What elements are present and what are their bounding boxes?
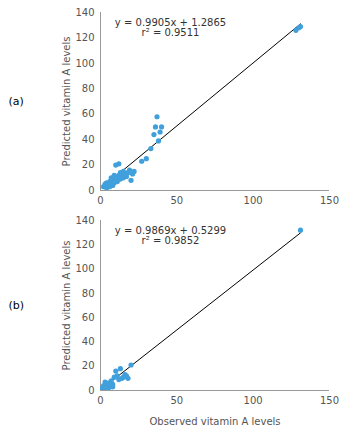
svg-text:(a): (a) [9,95,24,108]
svg-text:140: 140 [75,215,94,226]
svg-text:Predicted vitamin A levels: Predicted vitamin A levels [61,241,72,371]
svg-text:50: 50 [170,195,183,206]
svg-text:50: 50 [170,395,183,406]
svg-text:20: 20 [82,360,95,371]
svg-text:Predicted vitamin A levels: Predicted vitamin A levels [61,37,72,167]
svg-text:40: 40 [82,336,95,347]
svg-text:y = 0.9869x + 0.5299r² = 0.985: y = 0.9869x + 0.5299r² = 0.9852 [115,225,226,246]
svg-text:80: 80 [82,288,95,299]
svg-text:150: 150 [320,395,339,406]
svg-text:100: 100 [75,263,94,274]
svg-text:y = 0.9905x + 1.2865r² = 0.951: y = 0.9905x + 1.2865r² = 0.9511 [115,17,226,38]
svg-text:60: 60 [82,312,95,323]
svg-text:0: 0 [88,385,94,396]
svg-text:80: 80 [82,83,95,94]
svg-text:100: 100 [244,395,263,406]
svg-text:40: 40 [82,134,95,145]
svg-text:120: 120 [75,32,94,43]
svg-text:140: 140 [75,7,94,18]
svg-text:0: 0 [88,185,94,196]
svg-text:100: 100 [75,58,94,69]
svg-text:150: 150 [320,195,339,206]
svg-text:0: 0 [97,395,103,406]
svg-text:60: 60 [82,108,95,119]
svg-text:120: 120 [75,239,94,250]
svg-text:20: 20 [82,159,95,170]
svg-text:(b): (b) [9,299,25,312]
svg-text:Observed vitamin A levels: Observed vitamin A levels [149,416,280,427]
svg-text:0: 0 [97,195,103,206]
svg-text:100: 100 [244,195,263,206]
